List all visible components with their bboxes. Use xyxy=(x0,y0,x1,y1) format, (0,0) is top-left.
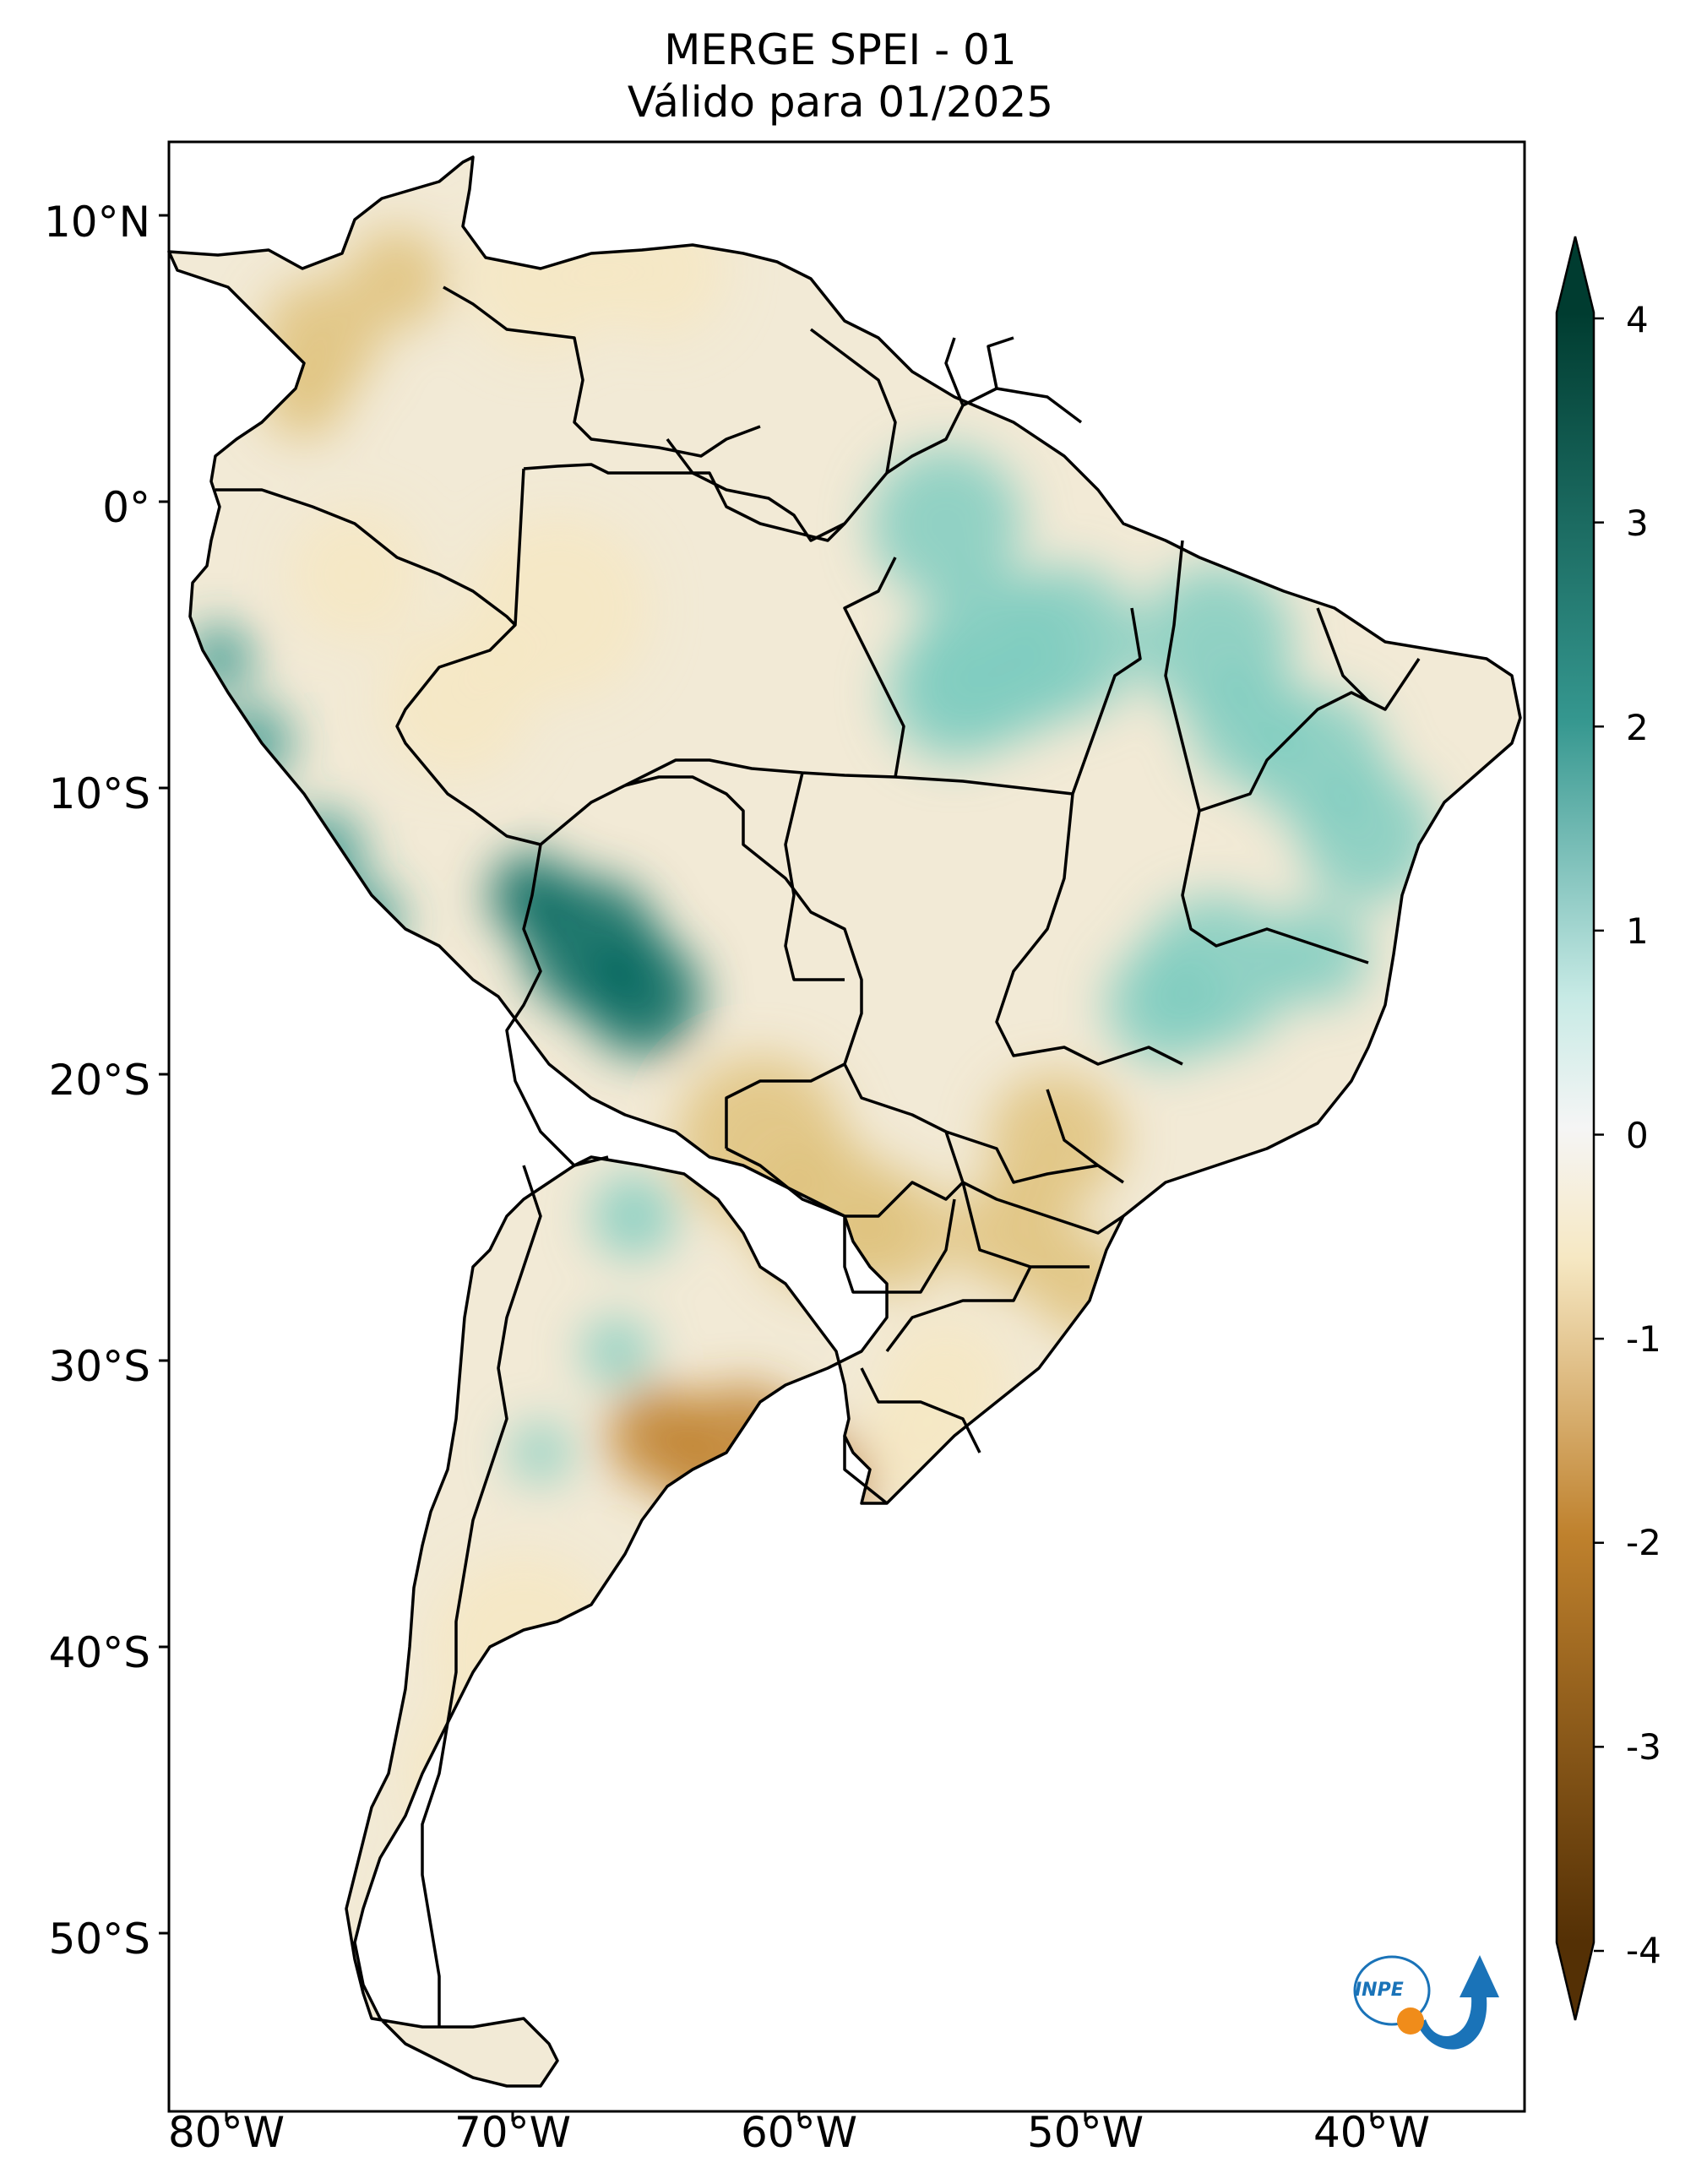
colorbar-label-1: 1 xyxy=(1626,910,1649,952)
border-colombia-ecuador-peru xyxy=(215,468,525,627)
colorbar-label-0: 0 xyxy=(1626,1115,1649,1156)
colorbar-label-4: 4 xyxy=(1626,299,1649,340)
border-colombia-venezuela xyxy=(443,285,761,458)
anomaly-patch-central-amazon xyxy=(887,625,1022,760)
lat-tick-label-30s: 30°S xyxy=(48,1342,150,1391)
anomaly-patch-sao-paulo-parana xyxy=(988,1073,1123,1208)
lat-tick-label-40s: 40°S xyxy=(48,1628,150,1677)
lon-tick-label-80w: 80°W xyxy=(167,2108,285,2157)
anomaly-patch-minas-gerais xyxy=(1267,904,1368,1005)
colorbar-label-neg1: -1 xyxy=(1626,1318,1661,1360)
border-paraguay xyxy=(726,1147,965,1294)
lat-tick-label-10s: 10°S xyxy=(48,769,150,818)
border-brazil-states-west xyxy=(624,557,1074,981)
border-southeast-brazil xyxy=(843,1063,1124,1353)
lat-tick-label-10n: 10°N xyxy=(43,198,150,247)
axis-tick-marks xyxy=(159,214,1373,2122)
lon-tick-label-70w: 70°W xyxy=(454,2108,572,2157)
border-peru-brazil xyxy=(395,623,626,846)
anomaly-patch-northeast-brazil xyxy=(1301,769,1436,904)
anomaly-patch-minas-gerais xyxy=(1106,946,1225,1064)
colorbar-label-neg2: -2 xyxy=(1626,1522,1661,1563)
colorbar-extend-max xyxy=(1557,236,1594,312)
border-guianas xyxy=(886,336,1083,475)
colorbar xyxy=(1555,236,1604,2021)
lon-tick-label-40w: 40°W xyxy=(1313,2108,1431,2157)
border-bolivia xyxy=(505,775,863,1167)
map-title: MERGE SPEI - 01 xyxy=(664,25,1017,74)
anomaly-patch-northern-colombia xyxy=(346,228,448,329)
logo-sun-icon xyxy=(1397,2007,1424,2035)
border-argentina-uruguay xyxy=(843,1367,981,1505)
colorbar-label-neg3: -3 xyxy=(1626,1726,1661,1768)
anomaly-patch-northwest-argentina xyxy=(583,1317,650,1385)
colorbar-label-2: 2 xyxy=(1626,707,1649,748)
lat-tick-label-50s: 50°S xyxy=(48,1915,150,1964)
boundaries xyxy=(167,155,1522,2088)
border-venezuela-brazil xyxy=(666,328,897,542)
lat-tick-label-20s: 20°S xyxy=(48,1056,150,1105)
border-brazil-states-east xyxy=(995,540,1421,1066)
logo-orbit-ring xyxy=(1353,1955,1431,2026)
logo-text: INPE xyxy=(1355,1980,1404,2001)
border-brazil-north xyxy=(523,463,846,542)
logo-arrow-icon xyxy=(1417,1955,1499,2050)
colorbar-label-3: 3 xyxy=(1626,503,1649,544)
map-subtitle: Válido para 01/2025 xyxy=(627,78,1054,127)
anomaly-patch-central-amazon xyxy=(988,566,1140,718)
lat-tick-label-0: 0° xyxy=(102,483,150,532)
anomaly-patch-central-amazon xyxy=(870,448,1022,600)
anomaly-patch-western-amazon xyxy=(287,507,422,642)
colorbar-tick-marks xyxy=(1594,317,1604,1953)
lon-tick-label-50w: 50°W xyxy=(1026,2108,1144,2157)
lon-tick-label-60w: 60°W xyxy=(740,2108,858,2157)
border-argentina-chile xyxy=(421,1165,542,2027)
anomaly-patch-bolivia-lowlands xyxy=(583,937,701,1056)
anomaly-patch-western-amazon xyxy=(380,625,532,777)
anomaly-patch-northwest-argentina xyxy=(591,1174,676,1258)
colorbar-extend-min xyxy=(1557,1942,1594,2020)
colorbar-gradient-bar xyxy=(1557,312,1594,1942)
anomaly-patch-northeast-brazil xyxy=(1191,667,1309,785)
anomaly-patch-buenos-aires-pampas xyxy=(608,1385,709,1486)
anomaly-patch-northwest-argentina xyxy=(511,1423,570,1482)
inpe-logo: INPE xyxy=(1353,1955,1499,2050)
colorbar-outline xyxy=(1555,236,1595,2021)
colorbar-label-neg4: -4 xyxy=(1626,1930,1661,1971)
